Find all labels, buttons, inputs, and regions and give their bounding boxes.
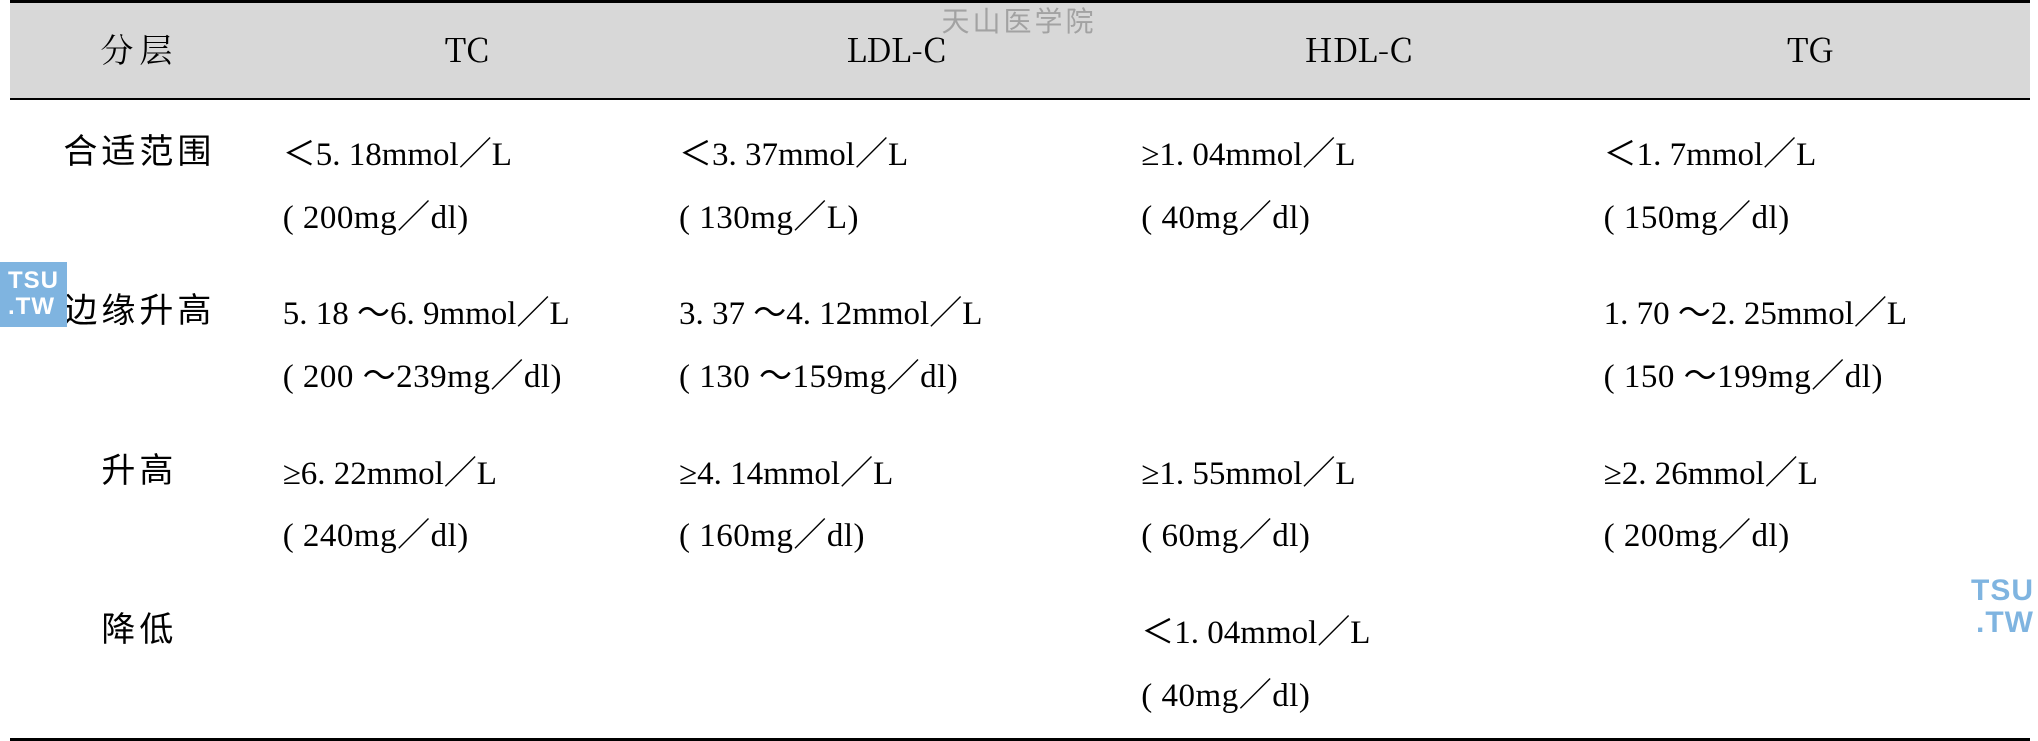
- cell-tg: [1590, 578, 2030, 739]
- col-header-hdlc: HDL-C: [1127, 2, 1589, 100]
- cell-line2: ( 40mg／dl): [1141, 187, 1579, 250]
- col-header-tc: TC: [269, 2, 665, 100]
- watermark-logo-top-left: TSU .TW: [0, 262, 67, 327]
- cell-line2: ( 130 ～159mg／dl): [679, 346, 1117, 409]
- cell-line2: ( 150 ～199mg／dl): [1604, 346, 2020, 409]
- cell-hdlc: [1127, 259, 1589, 418]
- cell-tc: ＜5. 18mmol／L( 200mg／dl): [269, 99, 665, 259]
- cell-line2: ( 200mg／dl): [1604, 505, 2020, 568]
- cell-line1: 5. 18 ～6. 9mmol／L: [283, 283, 655, 346]
- watermark-logo-br-line1: TSU: [1971, 575, 2034, 607]
- cell-tg: ＜1. 7mmol／L( 150mg／dl): [1590, 99, 2030, 259]
- cell-tc: ≥6. 22mmol／L( 240mg／dl): [269, 419, 665, 578]
- cell-ldlc: [665, 578, 1127, 739]
- cell-line1: ≥1. 55mmol／L: [1141, 443, 1579, 506]
- cell-tg: 1. 70 ～2. 25mmol／L( 150 ～199mg／dl): [1590, 259, 2030, 418]
- cell-tc: [269, 578, 665, 739]
- cell-line1: ≥4. 14mmol／L: [679, 443, 1117, 506]
- col-header-tg: TG: [1590, 2, 2030, 100]
- watermark-logo-bottom-right: TSU .TW: [1971, 575, 2034, 638]
- col-header-stratum: 分层: [10, 2, 269, 100]
- cell-hdlc: ≥1. 04mmol／L( 40mg／dl): [1127, 99, 1589, 259]
- cell-line1: ＜5. 18mmol／L: [283, 124, 655, 187]
- cell-line1: 3. 37 ～4. 12mmol／L: [679, 283, 1117, 346]
- cell-line2: ( 160mg／dl): [679, 505, 1117, 568]
- cell-hdlc: ＜1. 04mmol／L( 40mg／dl): [1127, 578, 1589, 739]
- col-header-ldlc: LDL-C: [665, 2, 1127, 100]
- watermark-logo-line1: TSU: [8, 268, 59, 294]
- cell-line2: ( 150mg／dl): [1604, 187, 2020, 250]
- cell-line1: ≥1. 04mmol／L: [1141, 124, 1579, 187]
- cell-line2: ( 40mg／dl): [1141, 665, 1579, 728]
- table-row: 降低 ＜1. 04mmol／L( 40mg／dl): [10, 578, 2030, 739]
- cell-line1: ≥2. 26mmol／L: [1604, 443, 2020, 506]
- cell-tc: 5. 18 ～6. 9mmol／L( 200 ～239mg／dl): [269, 259, 665, 418]
- table-row: 边缘升高 5. 18 ～6. 9mmol／L( 200 ～239mg／dl) 3…: [10, 259, 2030, 418]
- row-label: 降低: [10, 578, 269, 739]
- cell-line1: 1. 70 ～2. 25mmol／L: [1604, 283, 2020, 346]
- lipid-table: 分层 TC LDL-C HDL-C TG 合适范围 ＜5. 18mmol／L( …: [10, 0, 2030, 741]
- watermark-logo-br-line2: .TW: [1971, 607, 2034, 639]
- cell-line1: ≥6. 22mmol／L: [283, 443, 655, 506]
- cell-line1: ＜1. 04mmol／L: [1141, 602, 1579, 665]
- watermark-logo-line2: .TW: [8, 294, 59, 320]
- cell-line2: ( 130mg／L): [679, 187, 1117, 250]
- table-header-row: 分层 TC LDL-C HDL-C TG: [10, 2, 2030, 100]
- cell-ldlc: ≥4. 14mmol／L( 160mg／dl): [665, 419, 1127, 578]
- cell-ldlc: ＜3. 37mmol／L( 130mg／L): [665, 99, 1127, 259]
- cell-line2: ( 200 ～239mg／dl): [283, 346, 655, 409]
- cell-line2: ( 240mg／dl): [283, 505, 655, 568]
- cell-line2: ( 60mg／dl): [1141, 505, 1579, 568]
- cell-ldlc: 3. 37 ～4. 12mmol／L( 130 ～159mg／dl): [665, 259, 1127, 418]
- cell-line1: ＜3. 37mmol／L: [679, 124, 1117, 187]
- cell-tg: ≥2. 26mmol／L( 200mg／dl): [1590, 419, 2030, 578]
- cell-line2: ( 200mg／dl): [283, 187, 655, 250]
- row-label: 合适范围: [10, 99, 269, 259]
- table-row: 合适范围 ＜5. 18mmol／L( 200mg／dl) ＜3. 37mmol／…: [10, 99, 2030, 259]
- cell-line1: ＜1. 7mmol／L: [1604, 124, 2020, 187]
- table-row: 升高 ≥6. 22mmol／L( 240mg／dl) ≥4. 14mmol／L(…: [10, 419, 2030, 578]
- cell-hdlc: ≥1. 55mmol／L( 60mg／dl): [1127, 419, 1589, 578]
- row-label: 升高: [10, 419, 269, 578]
